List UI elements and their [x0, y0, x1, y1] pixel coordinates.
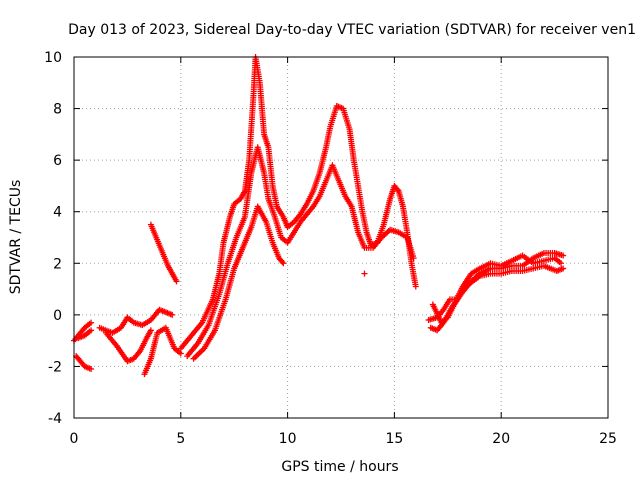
data-point: [88, 319, 95, 326]
y-tick-label: 10: [44, 50, 62, 66]
data-point: [147, 327, 154, 334]
x-tick-label: 0: [70, 431, 79, 447]
y-axis-label: SDTVAR / TECUs: [8, 180, 24, 295]
data-point: [558, 260, 565, 267]
data-point: [177, 350, 184, 357]
data-point: [88, 327, 95, 334]
data-point: [88, 366, 95, 373]
x-tick-label: 25: [599, 431, 617, 447]
x-tick-label: 15: [385, 431, 403, 447]
chart-title: Day 013 of 2023, Sidereal Day-to-day VTE…: [68, 22, 636, 38]
data-point: [280, 260, 287, 267]
x-tick-label: 20: [492, 431, 510, 447]
y-tick-label: 0: [53, 308, 62, 324]
y-tick-label: -2: [48, 359, 62, 375]
data-point: [560, 252, 567, 259]
data-points: [71, 54, 567, 378]
y-tick-label: -4: [48, 411, 62, 427]
data-point: [169, 311, 176, 318]
y-tick-label: 4: [53, 205, 62, 221]
data-point: [279, 258, 286, 265]
y-tick-label: 8: [53, 102, 62, 118]
axis-ticks: 0 5 10 15 20 25 -4 -2 0 2 4 6 8 10: [44, 50, 617, 447]
data-point: [560, 265, 567, 272]
x-axis-label: GPS time / hours: [281, 459, 398, 475]
y-tick-label: 2: [53, 256, 62, 272]
y-tick-label: 6: [53, 153, 62, 169]
grid-lines: [74, 57, 608, 418]
data-point: [394, 186, 401, 193]
x-tick-label: 5: [176, 431, 185, 447]
data-point: [173, 278, 180, 285]
plot-frame: [73, 56, 609, 419]
data-point: [361, 270, 368, 277]
data-point: [412, 283, 419, 290]
data-point: [410, 255, 417, 262]
x-tick-label: 10: [279, 431, 297, 447]
